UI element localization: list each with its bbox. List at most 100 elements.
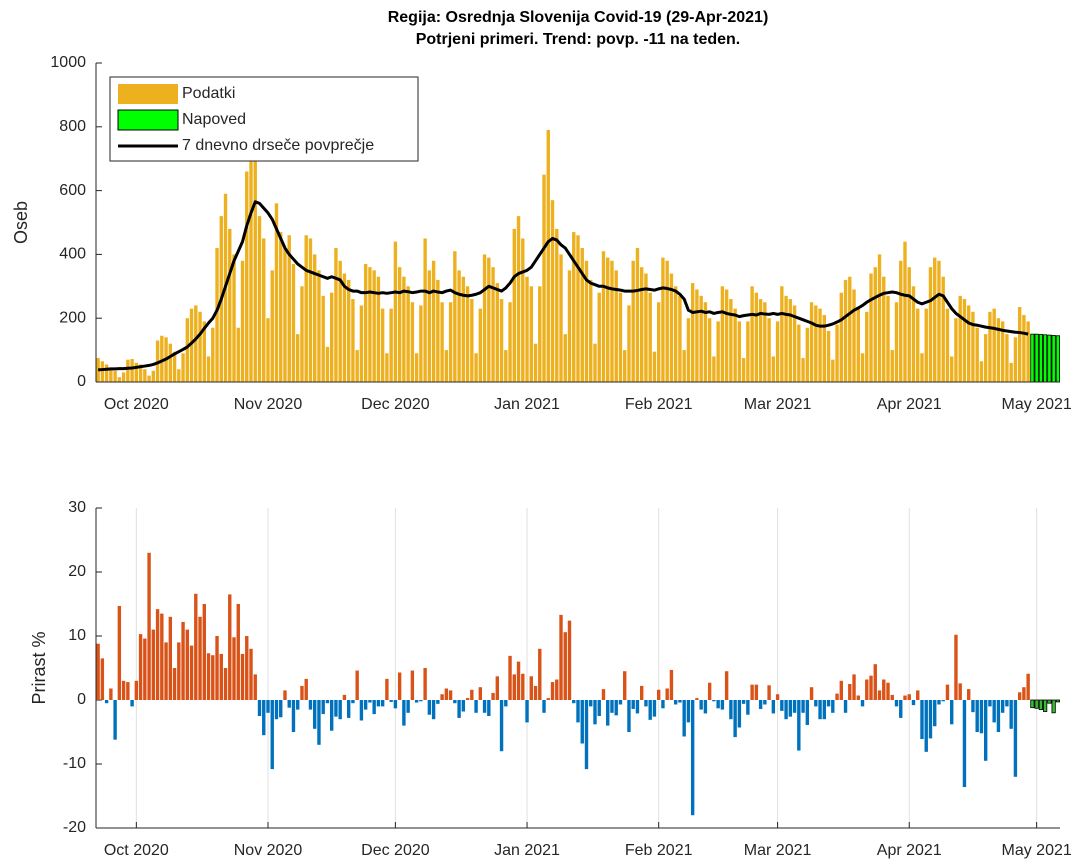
bar: [865, 679, 869, 700]
bar: [1030, 699, 1035, 709]
bar: [504, 350, 508, 382]
bar: [96, 358, 100, 382]
x-tick-label: Jan 2021: [494, 842, 560, 859]
bar: [623, 671, 627, 700]
y-tick-label: 0: [77, 691, 86, 708]
bar: [873, 664, 877, 700]
bar: [771, 356, 776, 382]
bar: [682, 700, 686, 737]
bar: [393, 700, 398, 709]
bar: [444, 350, 449, 382]
bar: [933, 257, 937, 382]
bar: [389, 308, 393, 382]
bar: [329, 700, 334, 731]
bar: [121, 372, 126, 382]
bar: [228, 228, 232, 382]
bar: [436, 700, 440, 704]
bar: [656, 302, 661, 382]
bar: [321, 700, 325, 715]
bar: [1005, 700, 1009, 707]
bar: [852, 289, 856, 382]
y-tick-label: -10: [63, 755, 86, 772]
bar: [835, 324, 839, 382]
bar: [559, 254, 563, 382]
bar: [627, 305, 631, 382]
bar: [521, 238, 525, 382]
bar: [321, 295, 325, 382]
bar: [181, 353, 185, 382]
bar: [950, 700, 954, 725]
bar: [665, 688, 669, 700]
x-tick-label: Oct 2020: [104, 842, 169, 859]
bar: [465, 698, 470, 700]
bar: [1051, 335, 1056, 383]
bar: [1043, 699, 1048, 712]
bar: [262, 238, 266, 382]
bar: [610, 700, 614, 713]
bar: [117, 605, 122, 700]
bar: [907, 694, 911, 700]
bar: [690, 700, 695, 816]
legend-swatch: [118, 84, 178, 104]
bar: [487, 257, 491, 382]
chart-title: Potrjeni primeri. Trend: povp. -11 na te…: [416, 31, 741, 48]
bar: [1022, 315, 1026, 382]
bar: [661, 257, 665, 382]
bar: [126, 359, 130, 382]
bar: [1017, 307, 1022, 382]
bar: [317, 700, 321, 745]
bar: [117, 377, 122, 382]
bar: [593, 700, 597, 725]
bar: [109, 688, 113, 700]
bar: [635, 248, 640, 382]
bar: [750, 684, 754, 700]
bar: [945, 684, 950, 700]
bar: [240, 653, 245, 700]
bar: [669, 273, 674, 382]
bar: [491, 692, 495, 700]
bar: [720, 700, 725, 710]
bar: [775, 321, 780, 382]
bar: [414, 353, 419, 382]
y-tick-label: 400: [59, 246, 86, 263]
bar: [758, 700, 763, 709]
bar: [245, 636, 249, 700]
bar: [232, 254, 236, 382]
bar: [703, 302, 708, 382]
bar: [988, 311, 992, 382]
bar: [618, 700, 623, 705]
bar: [555, 228, 559, 382]
bar: [134, 680, 139, 700]
x-tick-label: May 2021: [1002, 396, 1072, 413]
bar: [431, 700, 436, 720]
bar: [695, 698, 699, 700]
x-tick-label: Feb 2021: [625, 842, 693, 859]
bar: [678, 700, 682, 703]
bar: [296, 700, 300, 710]
bar: [767, 318, 771, 382]
bar: [406, 700, 410, 713]
bar: [758, 299, 763, 382]
bar: [729, 299, 733, 382]
bar: [979, 361, 984, 382]
bar: [249, 158, 253, 382]
chart-title: Regija: Osrednja Slovenija Covid-19 (29-…: [388, 9, 769, 26]
bar: [848, 276, 852, 382]
bar: [525, 276, 529, 382]
bar: [444, 688, 449, 700]
bar: [198, 311, 202, 382]
x-tick-label: Nov 2020: [234, 842, 303, 859]
bar: [567, 620, 572, 700]
bar: [329, 292, 334, 382]
bar: [584, 260, 589, 382]
bar: [206, 653, 211, 700]
bar: [414, 700, 419, 703]
bar: [266, 700, 270, 713]
bar: [950, 356, 954, 382]
bar: [427, 700, 432, 715]
y-axis-label: Prirast %: [29, 631, 49, 704]
bar: [839, 292, 843, 382]
bar: [223, 668, 228, 700]
bar: [865, 311, 869, 382]
bar: [563, 632, 567, 700]
